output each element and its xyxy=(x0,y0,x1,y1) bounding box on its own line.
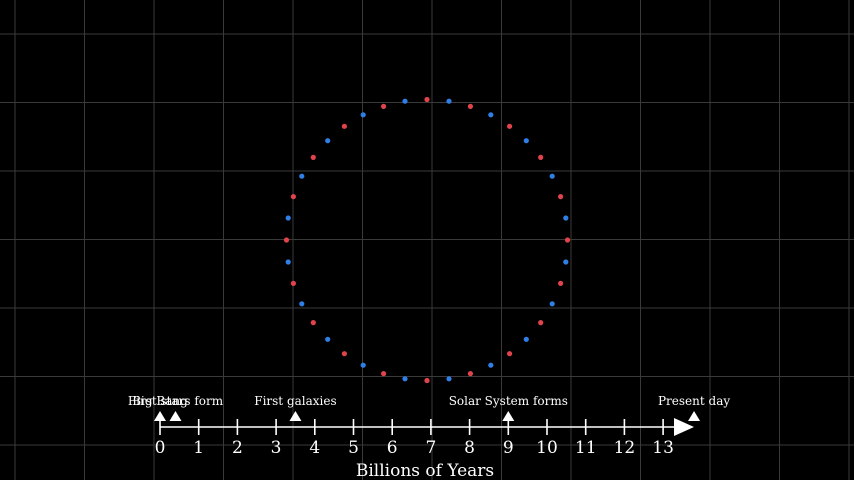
event-marker-icon xyxy=(169,411,182,421)
axis-arrow-icon xyxy=(674,418,694,436)
ring-dot xyxy=(538,154,544,160)
ring-dot xyxy=(325,138,331,144)
ring-dot xyxy=(381,371,387,377)
ring-dot xyxy=(549,301,555,307)
ring-dot xyxy=(507,123,513,129)
axis-ticks: 0 1 2 3 4 5 6 7 8 9 10 11 12 13 xyxy=(155,419,674,458)
event-marker-icon xyxy=(502,411,515,421)
event-label: Present day xyxy=(658,394,730,408)
event-marker-icon xyxy=(154,411,166,421)
timeline-axis xyxy=(160,418,694,436)
ring-dot xyxy=(299,301,305,307)
ring-dot xyxy=(424,377,430,384)
tick-label: 10 xyxy=(536,438,558,458)
tick-label: 4 xyxy=(309,438,320,458)
ring-dot xyxy=(558,194,564,200)
ring-dot xyxy=(285,215,291,221)
ring-dot xyxy=(558,280,564,286)
tick-label: 7 xyxy=(425,438,436,458)
ring-dot xyxy=(446,98,452,104)
ring-dot xyxy=(310,154,316,160)
ring-dot xyxy=(402,376,408,382)
event-label: First stars form xyxy=(128,394,224,408)
ring-dot xyxy=(290,194,296,200)
tick-label: 6 xyxy=(387,438,398,458)
ring-dot xyxy=(523,336,529,342)
ring-dot xyxy=(467,371,473,377)
ring-dot xyxy=(402,98,408,104)
ring-dot xyxy=(341,351,347,357)
ring-dot xyxy=(564,237,571,243)
ring-dot xyxy=(446,376,452,382)
ring-dot xyxy=(341,123,347,129)
dot-ring xyxy=(283,96,571,384)
event-marker-icon xyxy=(289,411,302,421)
ring-dot xyxy=(283,237,290,243)
ring-dot xyxy=(563,259,569,265)
ring-dot xyxy=(299,173,305,179)
event-label: Solar System forms xyxy=(449,394,568,408)
ring-dot xyxy=(507,351,513,357)
tick-label: 3 xyxy=(271,438,282,458)
tick-label: 0 xyxy=(155,438,166,458)
ring-dot xyxy=(360,362,366,368)
ring-dot xyxy=(424,96,430,103)
tick-label: 9 xyxy=(503,438,514,458)
event-label: Big Bang xyxy=(132,394,188,408)
axis-title: Billions of Years xyxy=(356,461,494,480)
tick-label: 11 xyxy=(575,438,597,458)
ring-dot xyxy=(467,103,473,109)
event-marker-icon xyxy=(688,411,701,421)
ring-dot xyxy=(381,103,387,109)
ring-dot xyxy=(538,320,544,326)
tick-label: 8 xyxy=(464,438,475,458)
ring-dot xyxy=(523,138,529,144)
ring-dot xyxy=(488,112,494,118)
ring-dot xyxy=(488,362,494,368)
tick-label: 1 xyxy=(193,438,204,458)
tick-label: 5 xyxy=(348,438,359,458)
tick-label: 13 xyxy=(652,438,674,458)
ring-dot xyxy=(310,320,316,326)
ring-dot xyxy=(285,259,291,265)
tick-label: 2 xyxy=(232,438,243,458)
ring-dot xyxy=(549,173,555,179)
event-label: First galaxies xyxy=(254,394,336,408)
ring-dot xyxy=(325,336,331,342)
tick-label: 12 xyxy=(614,438,636,458)
ring-dot xyxy=(290,280,296,286)
ring-dot xyxy=(360,112,366,118)
ring-dot xyxy=(563,215,569,221)
